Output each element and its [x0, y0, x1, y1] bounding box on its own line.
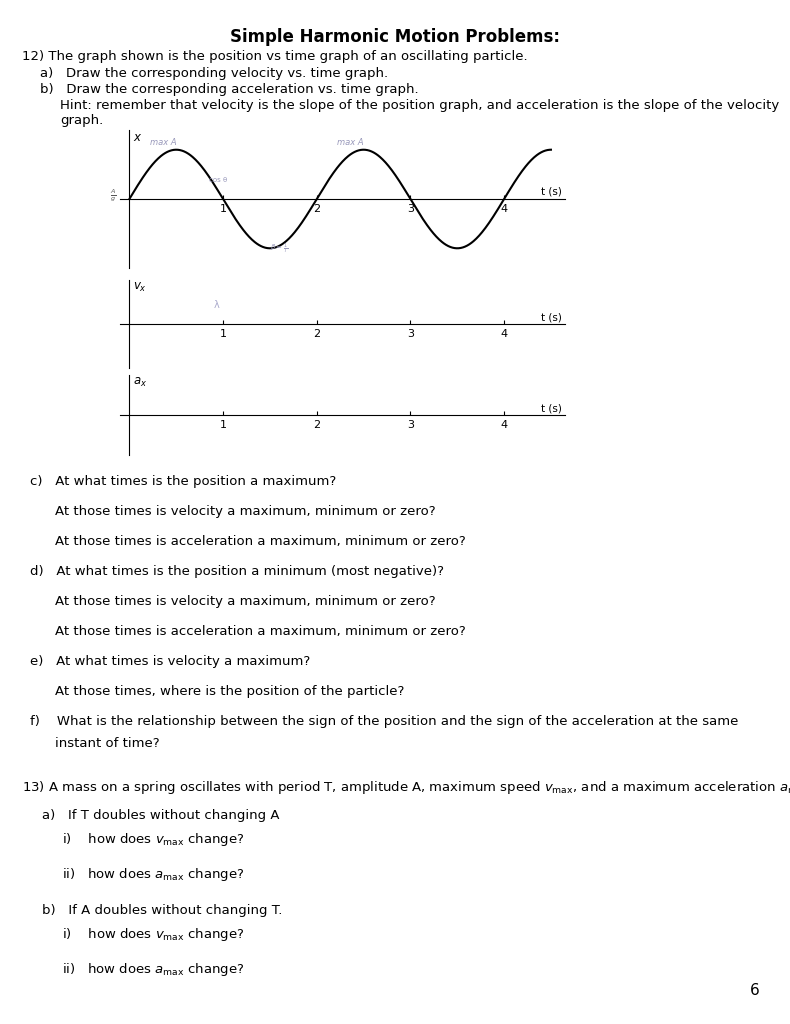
Text: max A: max A — [150, 138, 177, 146]
Text: ii)   how does $a_{\rm max}$ change?: ii) how does $a_{\rm max}$ change? — [62, 866, 244, 883]
Text: cos θ: cos θ — [209, 177, 228, 182]
Text: At those times is acceleration a maximum, minimum or zero?: At those times is acceleration a maximum… — [55, 535, 466, 548]
Text: graph.: graph. — [60, 114, 103, 127]
Text: instant of time?: instant of time? — [55, 737, 160, 750]
Text: x: x — [134, 131, 140, 144]
Text: d)   At what times is the position a minimum (most negative)?: d) At what times is the position a minim… — [30, 565, 444, 578]
Text: c)   At what times is the position a maximum?: c) At what times is the position a maxim… — [30, 475, 337, 488]
Text: 13) A mass on a spring oscillates with period T, amplitude A, maximum speed $v_{: 13) A mass on a spring oscillates with p… — [22, 779, 790, 796]
Text: Simple Harmonic Motion Problems:: Simple Harmonic Motion Problems: — [230, 28, 560, 46]
Text: a)   Draw the corresponding velocity vs. time graph.: a) Draw the corresponding velocity vs. t… — [40, 67, 388, 80]
Text: t (s): t (s) — [541, 403, 562, 414]
Text: 12) The graph shown is the position vs time graph of an oscillating particle.: 12) The graph shown is the position vs t… — [22, 50, 528, 63]
Text: $\beta=\frac{1}{T}$: $\beta=\frac{1}{T}$ — [270, 242, 288, 256]
Text: At those times is velocity a maximum, minimum or zero?: At those times is velocity a maximum, mi… — [55, 505, 435, 518]
Text: e)   At what times is velocity a maximum?: e) At what times is velocity a maximum? — [30, 655, 310, 668]
Text: b)   If A doubles without changing T.: b) If A doubles without changing T. — [42, 904, 282, 918]
Text: At those times is acceleration a maximum, minimum or zero?: At those times is acceleration a maximum… — [55, 625, 466, 638]
Text: $\frac{A}{g}$: $\frac{A}{g}$ — [110, 187, 117, 203]
Text: $v_x$: $v_x$ — [134, 281, 147, 294]
Text: Hint: remember that velocity is the slope of the position graph, and acceleratio: Hint: remember that velocity is the slop… — [60, 99, 779, 112]
Text: i)    how does $v_{\rm max}$ change?: i) how does $v_{\rm max}$ change? — [62, 831, 244, 848]
Text: i)    how does $v_{\rm max}$ change?: i) how does $v_{\rm max}$ change? — [62, 926, 244, 943]
Text: At those times is velocity a maximum, minimum or zero?: At those times is velocity a maximum, mi… — [55, 595, 435, 608]
Text: max A: max A — [337, 138, 364, 146]
Text: a)   If T doubles without changing A: a) If T doubles without changing A — [42, 809, 280, 822]
Text: λ: λ — [213, 300, 220, 310]
Text: t (s): t (s) — [541, 312, 562, 323]
Text: t (s): t (s) — [541, 186, 562, 197]
Text: $a_x$: $a_x$ — [134, 376, 147, 389]
Text: At those times, where is the position of the particle?: At those times, where is the position of… — [55, 685, 404, 698]
Text: f)    What is the relationship between the sign of the position and the sign of : f) What is the relationship between the … — [30, 715, 739, 728]
Text: b)   Draw the corresponding acceleration vs. time graph.: b) Draw the corresponding acceleration v… — [40, 83, 419, 96]
Text: 6: 6 — [750, 983, 760, 998]
Text: ii)   how does $a_{\rm max}$ change?: ii) how does $a_{\rm max}$ change? — [62, 961, 244, 978]
